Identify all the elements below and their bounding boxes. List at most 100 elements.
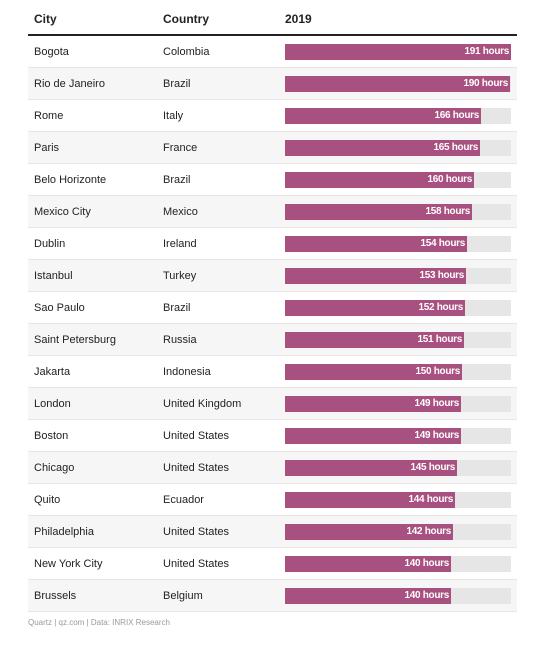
city-cell: Belo Horizonte [34, 174, 107, 186]
table-rows: Bogota Colombia 191 hours Rio de Janeiro Bra… [28, 36, 517, 612]
country-cell: United States [163, 462, 230, 474]
bar: 144 hours [285, 492, 455, 508]
bar-value-label: 152 hours [418, 302, 463, 313]
city-cell: Dublin [34, 238, 66, 250]
city-cell: Quito [34, 494, 61, 506]
bar-value-label: 151 hours [417, 334, 462, 345]
bar: 158 hours [285, 204, 472, 220]
bar-track: 191 hours [285, 44, 511, 60]
table-row: Jakarta Indonesia 150 hours [28, 356, 517, 388]
city-cell: Philadelphia [34, 526, 94, 538]
city-cell: Brussels [34, 590, 77, 602]
bar-track: 150 hours [285, 364, 511, 380]
bar-track: 151 hours [285, 332, 511, 348]
table-row: Quito Ecuador 144 hours [28, 484, 517, 516]
table-row: Chicago United States 145 hours [28, 452, 517, 484]
bar-track: 166 hours [285, 108, 511, 124]
bar-value-label: 144 hours [408, 494, 453, 505]
header-year: 2019 [285, 12, 312, 26]
city-cell: Saint Petersburg [34, 334, 116, 346]
bar-value-label: 150 hours [415, 366, 460, 377]
bar: 153 hours [285, 268, 466, 284]
source-note: Quartz | qz.com | Data: INRIX Research [28, 618, 170, 627]
country-cell: Russia [163, 334, 197, 346]
country-cell: United Kingdom [163, 398, 242, 410]
bar: 190 hours [285, 76, 510, 92]
bar: 140 hours [285, 588, 451, 604]
bar-value-label: 149 hours [414, 430, 459, 441]
city-cell: Sao Paulo [34, 302, 85, 314]
bar-value-label: 153 hours [419, 270, 464, 281]
city-cell: London [34, 398, 71, 410]
table-row: Boston United States 149 hours [28, 420, 517, 452]
bar-value-label: 154 hours [420, 238, 465, 249]
bar-value-label: 140 hours [404, 590, 449, 601]
bar-value-label: 191 hours [464, 46, 509, 57]
bar-track: 158 hours [285, 204, 511, 220]
city-cell: Paris [34, 142, 60, 154]
bar-value-label: 160 hours [427, 174, 472, 185]
bar-track: 165 hours [285, 140, 511, 156]
country-cell: Brazil [163, 174, 191, 186]
header-city: City [34, 12, 57, 26]
country-cell: Brazil [163, 78, 191, 90]
bar-track: 145 hours [285, 460, 511, 476]
bar: 149 hours [285, 396, 461, 412]
bar-value-label: 140 hours [404, 558, 449, 569]
city-cell: Istanbul [34, 270, 73, 282]
bar: 142 hours [285, 524, 453, 540]
city-cell: New York City [34, 558, 103, 570]
bar-track: 142 hours [285, 524, 511, 540]
bar: 145 hours [285, 460, 457, 476]
bar: 191 hours [285, 44, 511, 60]
table-row: Rio de Janeiro Brazil 190 hours [28, 68, 517, 100]
table-header: City Country 2019 [28, 0, 517, 36]
country-cell: Ecuador [163, 494, 204, 506]
city-cell: Rome [34, 110, 64, 122]
table-row: Rome Italy 166 hours [28, 100, 517, 132]
table-row: Belo Horizonte Brazil 160 hours [28, 164, 517, 196]
bar: 150 hours [285, 364, 462, 380]
bar-value-label: 145 hours [410, 462, 455, 473]
country-cell: France [163, 142, 198, 154]
bar-track: 154 hours [285, 236, 511, 252]
city-cell: Mexico City [34, 206, 91, 218]
country-cell: Indonesia [163, 366, 211, 378]
table-row: Dublin Ireland 154 hours [28, 228, 517, 260]
bar-track: 153 hours [285, 268, 511, 284]
country-cell: Belgium [163, 590, 203, 602]
table-row: Saint Petersburg Russia 151 hours [28, 324, 517, 356]
bar-track: 140 hours [285, 556, 511, 572]
bar: 140 hours [285, 556, 451, 572]
bar: 149 hours [285, 428, 461, 444]
table-row: Brussels Belgium 140 hours [28, 580, 517, 612]
bar: 152 hours [285, 300, 465, 316]
country-cell: United States [163, 430, 230, 442]
bar: 160 hours [285, 172, 474, 188]
table-row: Mexico City Mexico 158 hours [28, 196, 517, 228]
bar-value-label: 166 hours [434, 110, 479, 121]
bar: 166 hours [285, 108, 481, 124]
country-cell: Mexico [163, 206, 198, 218]
table-row: Sao Paulo Brazil 152 hours [28, 292, 517, 324]
bar-track: 190 hours [285, 76, 511, 92]
city-cell: Rio de Janeiro [34, 78, 105, 90]
bar-track: 149 hours [285, 428, 511, 444]
bar-track: 144 hours [285, 492, 511, 508]
bar-value-label: 149 hours [414, 398, 459, 409]
city-cell: Jakarta [34, 366, 71, 378]
bar: 165 hours [285, 140, 480, 156]
country-cell: Colombia [163, 46, 210, 58]
city-cell: Boston [34, 430, 69, 442]
bar: 154 hours [285, 236, 467, 252]
table-row: Paris France 165 hours [28, 132, 517, 164]
bar-track: 160 hours [285, 172, 511, 188]
bar-track: 152 hours [285, 300, 511, 316]
bar-track: 140 hours [285, 588, 511, 604]
bar-value-label: 165 hours [433, 142, 478, 153]
country-cell: Italy [163, 110, 184, 122]
table-row: Istanbul Turkey 153 hours [28, 260, 517, 292]
header-country: Country [163, 12, 209, 26]
table-row: London United Kingdom 149 hours [28, 388, 517, 420]
city-cell: Chicago [34, 462, 75, 474]
